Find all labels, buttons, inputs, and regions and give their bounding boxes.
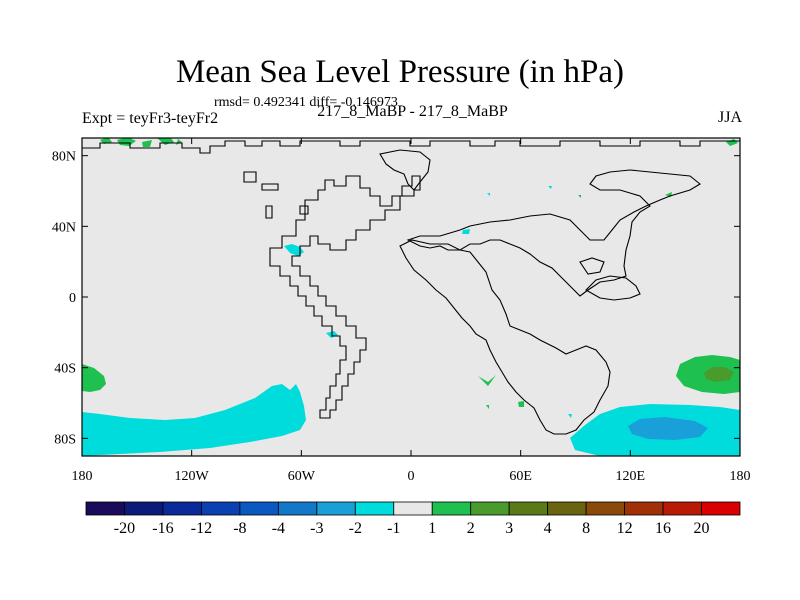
- axes-layer: 180 120W 60W 0 60E 120E 180 80N 40N 0 40S 80S: [52, 138, 751, 484]
- anomaly-north-america-low: [284, 244, 304, 256]
- coastline-canada-islands: [243, 171, 309, 219]
- colorbar-tick-label: 3: [505, 520, 513, 537]
- plot-background: [82, 138, 740, 456]
- colorbar-swatch: [662, 501, 702, 516]
- colorbar-tick-label: -16: [152, 520, 173, 537]
- anomaly-south-pacific-high: [82, 364, 106, 392]
- y-tick-label: 40N: [52, 220, 76, 235]
- coastline-australia-antarctic: [579, 257, 641, 301]
- colorbar-tick-label: -4: [272, 520, 285, 537]
- colorbar-tick-label: -1: [387, 520, 400, 537]
- anomaly-layer: [82, 138, 740, 456]
- colorbar-swatch: [393, 501, 433, 516]
- x-tick-label: 180: [72, 469, 93, 484]
- x-tick-label: 60E: [509, 469, 532, 484]
- y-tick-label: 0: [69, 291, 76, 306]
- colorbar: -20 -16 -12 -8 -4 -3 -2 -1 1 2 3 4 8 12 16 20: [85, 501, 741, 537]
- colorbar-swatch: [585, 501, 625, 516]
- colorbar-swatch: [162, 501, 202, 516]
- colorbar-tick-label: -8: [233, 520, 246, 537]
- coastline-greenland: [379, 149, 431, 191]
- colorbar-tick-label: 8: [582, 520, 590, 537]
- x-tick-label: 120E: [616, 469, 646, 484]
- colorbar-swatch: [124, 501, 164, 516]
- x-tick-label: 120W: [175, 469, 210, 484]
- colorbar-tick-label: -2: [349, 520, 362, 537]
- stats-label: rmsd= 0.492341 diff= -0.146973: [214, 95, 398, 110]
- coastline-africa: [399, 239, 611, 435]
- colorbar-swatch: [201, 501, 241, 516]
- season-label: JJA: [717, 109, 742, 126]
- colorbar-swatch: [277, 501, 318, 516]
- colorbar-swatch: [316, 501, 356, 516]
- anomaly-south-indian-low-core: [628, 417, 708, 440]
- colorbar-swatch: [701, 501, 741, 516]
- anomaly-arctic-high: [100, 138, 182, 147]
- colorbar-tick-label: 4: [544, 520, 552, 537]
- colorbar-tick-label: -3: [310, 520, 323, 537]
- anomaly-south-indian-high-core: [704, 367, 734, 382]
- anomaly-arctic-east: [665, 139, 738, 197]
- y-tick-label: 80S: [54, 432, 76, 447]
- colorbar-tick-label: 12: [617, 520, 633, 537]
- y-tick-label: 80N: [52, 150, 76, 165]
- colorbar-swatch: [508, 501, 549, 516]
- colorbar-tick-label: 20: [694, 520, 710, 537]
- x-tick-label: 60W: [288, 469, 316, 484]
- colorbar-swatch: [624, 501, 664, 516]
- y-tick-label: 40S: [54, 362, 76, 377]
- colorbar-tick-label: -12: [191, 520, 212, 537]
- coastline-americas: [269, 175, 421, 419]
- colorbar-swatch: [547, 501, 587, 516]
- chart-title: Mean Sea Level Pressure (in hPa): [175, 54, 625, 90]
- colorbar-tick-label: 16: [655, 520, 671, 537]
- coastline-arctic: [82, 140, 740, 154]
- colorbar-swatch: [85, 501, 125, 516]
- x-tick-label: 0: [408, 469, 415, 484]
- colorbar-swatch: [431, 501, 472, 516]
- colorbar-tick-label: 2: [467, 520, 475, 537]
- colorbar-swatch: [239, 501, 279, 516]
- anomaly-south-pacific-low: [82, 384, 306, 456]
- colorbar-swatch: [470, 501, 510, 516]
- colorbar-tick-label: -20: [114, 520, 135, 537]
- coastline-eurasia: [406, 169, 701, 297]
- colorbar-swatch: [354, 501, 395, 516]
- run-label: 217_8_MaBP - 217_8_MaBP: [317, 103, 508, 120]
- experiment-label: Expt = teyFr3-teyFr2: [82, 110, 219, 127]
- colorbar-tick-label: 1: [428, 520, 436, 537]
- x-tick-label: 180: [730, 469, 751, 484]
- coastline-layer: [82, 140, 740, 435]
